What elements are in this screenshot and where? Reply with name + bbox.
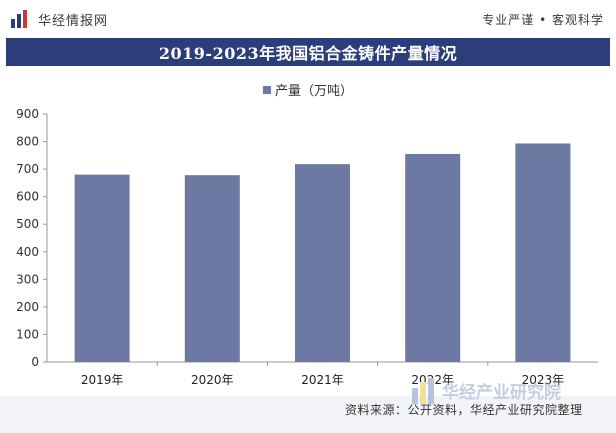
top-bar: 华经情报网 专业严谨 • 客观科学 — [0, 0, 616, 38]
legend-swatch — [262, 86, 271, 94]
y-tick-label: 900 — [16, 107, 39, 121]
y-tick-label: 100 — [16, 327, 39, 341]
x-tick-label: 2023年 — [522, 373, 565, 387]
legend-label: 产量（万吨） — [274, 84, 353, 99]
y-tick-label: 700 — [16, 162, 39, 176]
y-tick-label: 800 — [16, 135, 39, 149]
y-tick-label: 300 — [16, 272, 39, 286]
source-note: 资料来源：公开资料，华经产业研究院整理 — [345, 403, 583, 417]
chart-title: 2019-2023年我国铝合金铸件产量情况 — [158, 44, 458, 63]
title-band: 2019-2023年我国铝合金铸件产量情况 — [6, 38, 610, 66]
brand-logo: 华经产业研究院 — [412, 378, 561, 404]
bar — [74, 174, 130, 362]
chart-logo-icon — [11, 10, 27, 28]
bar — [405, 153, 461, 362]
tagline: 专业严谨 • 客观科学 — [482, 13, 604, 27]
y-tick-label: 0 — [31, 355, 39, 369]
bar — [295, 164, 350, 362]
x-tick-label: 2020年 — [191, 373, 234, 387]
chart-legend: 产量（万吨） — [0, 80, 616, 99]
logo-text: 华经情报网 — [38, 13, 109, 29]
y-tick-label: 500 — [16, 217, 39, 231]
footer-band — [0, 396, 616, 433]
bar — [515, 143, 571, 362]
bar-chart: 0 100 200 300 400 500 600 700 800 900 2019年 2020年 20… — [16, 107, 598, 387]
y-tick-label: 600 — [16, 190, 39, 204]
x-tick-label: 2021年 — [301, 373, 344, 387]
x-tick-label: 2019年 — [81, 373, 124, 387]
logo: 华经情报网 — [10, 9, 108, 29]
bar — [184, 175, 240, 362]
brand-logo-text: 华经产业研究院 — [442, 382, 561, 403]
y-tick-label: 400 — [16, 245, 39, 259]
y-tick-label: 200 — [16, 300, 39, 314]
